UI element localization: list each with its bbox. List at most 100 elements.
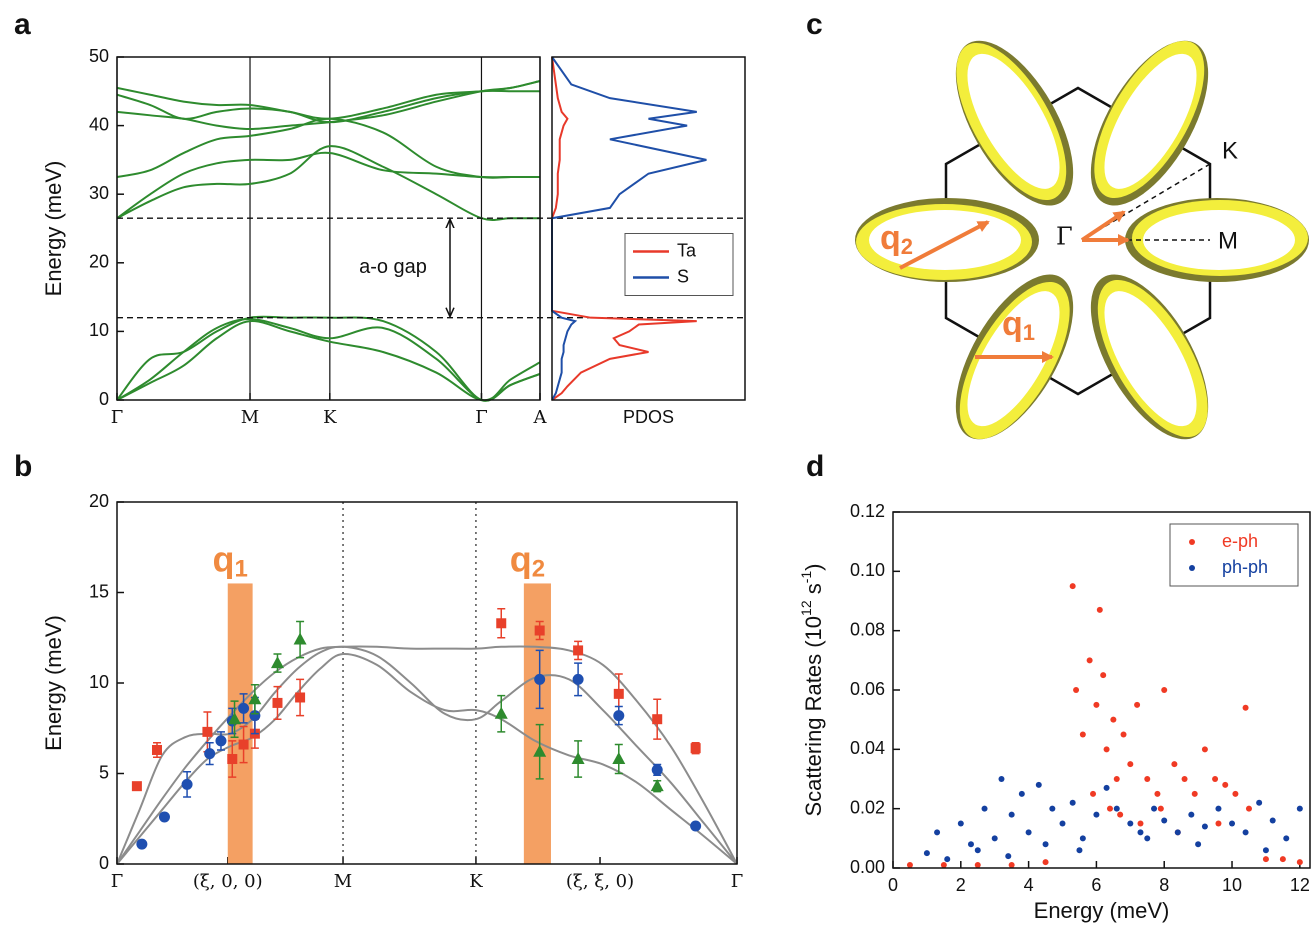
y-tick-label: 0.12: [850, 501, 885, 521]
q-symbol: q: [213, 538, 235, 579]
point: [1229, 820, 1236, 827]
point: [974, 847, 981, 854]
highlight-label: q1: [213, 538, 248, 583]
marker: [131, 781, 142, 792]
point: [1137, 820, 1144, 827]
y-axis-label: Energy (meV): [41, 161, 66, 297]
m-label: M: [1218, 227, 1238, 254]
point: [1262, 847, 1269, 854]
label-part: s: [801, 583, 826, 600]
y-tick-label: 15: [89, 581, 109, 601]
brillouin-zone-diagram: Γ K M q2 q1: [855, 40, 1309, 440]
model-curve: [116, 653, 738, 865]
point: [1283, 835, 1290, 842]
marker: [249, 710, 261, 722]
point: [1262, 856, 1269, 863]
point: [944, 856, 951, 863]
x-axis-label: Energy (meV): [1034, 898, 1170, 923]
marker: [534, 625, 545, 636]
label-part: Scattering Rates (10: [801, 616, 826, 817]
pocket-hole: [1104, 291, 1197, 427]
legend-label: ph-ph: [1222, 557, 1268, 577]
point: [1161, 817, 1168, 824]
point: [1110, 716, 1117, 723]
point: [1191, 790, 1198, 797]
x-tick-label: M: [334, 871, 352, 892]
y-tick-label: 10: [89, 672, 109, 692]
point: [1144, 835, 1151, 842]
point: [1049, 805, 1056, 812]
model-curve: [116, 645, 738, 865]
pocket-hole: [1143, 210, 1295, 270]
plot-frame: [116, 56, 541, 401]
point: [1296, 859, 1303, 866]
point: [974, 862, 981, 869]
point: [1025, 829, 1032, 836]
chart-panel: 0 5 10 15 20 Γ (ξ, 0, 0) M K (ξ, ξ, 0) Γ Energy (me…: [41, 491, 743, 892]
marker: [136, 838, 148, 850]
marker: [534, 673, 546, 685]
point: [1134, 701, 1141, 708]
point: [1117, 811, 1124, 818]
point: [1127, 820, 1134, 827]
x-tick-label: M: [241, 407, 259, 428]
pocket: [1125, 198, 1309, 282]
dispersion-line: [116, 145, 540, 221]
chart-panel: 0.000.020.040.060.080.100.120 2 4 6 8 10 12Sca…: [798, 501, 1311, 923]
chart-panel: 0 10 20 30 40 50 Γ M K Γ A Energy (meV) a-o gap: [41, 46, 548, 428]
point: [934, 829, 941, 836]
marker: [202, 726, 213, 737]
plot-frame: [551, 56, 746, 401]
y-tick-label: 40: [89, 114, 109, 134]
y-tick-label: 0: [99, 389, 109, 409]
point: [1242, 704, 1249, 711]
point: [1232, 790, 1239, 797]
point: [1144, 776, 1151, 782]
marker: [158, 811, 170, 823]
point: [1086, 657, 1093, 664]
x-tick-label: 0: [888, 875, 898, 895]
point: [1103, 784, 1110, 791]
point: [1073, 687, 1080, 693]
x-tick-label: Γ: [475, 407, 488, 428]
point: [1181, 776, 1188, 782]
marker: [613, 688, 624, 699]
x-tick-label: Γ: [111, 407, 124, 428]
gamma-k-line: [1081, 163, 1211, 241]
q-index: 2: [901, 234, 913, 259]
legend-swatch: [1189, 565, 1195, 571]
point: [1106, 805, 1113, 812]
x-tick-label: Γ: [111, 871, 124, 892]
marker: [228, 712, 242, 725]
marker: [496, 618, 507, 629]
marker: [152, 744, 163, 755]
legend-box: [624, 233, 734, 296]
marker: [573, 645, 584, 656]
panel-label: b: [14, 450, 32, 483]
y-tick-label: 50: [89, 46, 109, 66]
legend-box: [1169, 523, 1299, 587]
point: [1201, 746, 1208, 753]
chart-panel: PDOS Ta S: [551, 56, 746, 427]
x-tick-label: 6: [1091, 875, 1101, 895]
marker: [650, 779, 664, 792]
label-part: ): [801, 563, 826, 570]
point: [1103, 746, 1110, 753]
point: [1137, 829, 1144, 836]
point: [1174, 829, 1181, 836]
point: [1008, 811, 1015, 818]
point: [1269, 817, 1276, 824]
legend-label: Ta: [677, 240, 697, 260]
marker: [227, 754, 238, 765]
pdos-line: [551, 56, 707, 401]
point: [1222, 781, 1229, 788]
point: [1215, 805, 1222, 812]
marker: [652, 714, 663, 725]
marker: [293, 632, 307, 645]
marker: [690, 743, 701, 754]
x-tick-label: (ξ, 0, 0): [193, 871, 263, 892]
dispersion-line: [116, 320, 541, 402]
legend-label: S: [677, 266, 689, 286]
x-axis-label: PDOS: [623, 407, 674, 427]
x-tick-label: A: [533, 407, 548, 428]
